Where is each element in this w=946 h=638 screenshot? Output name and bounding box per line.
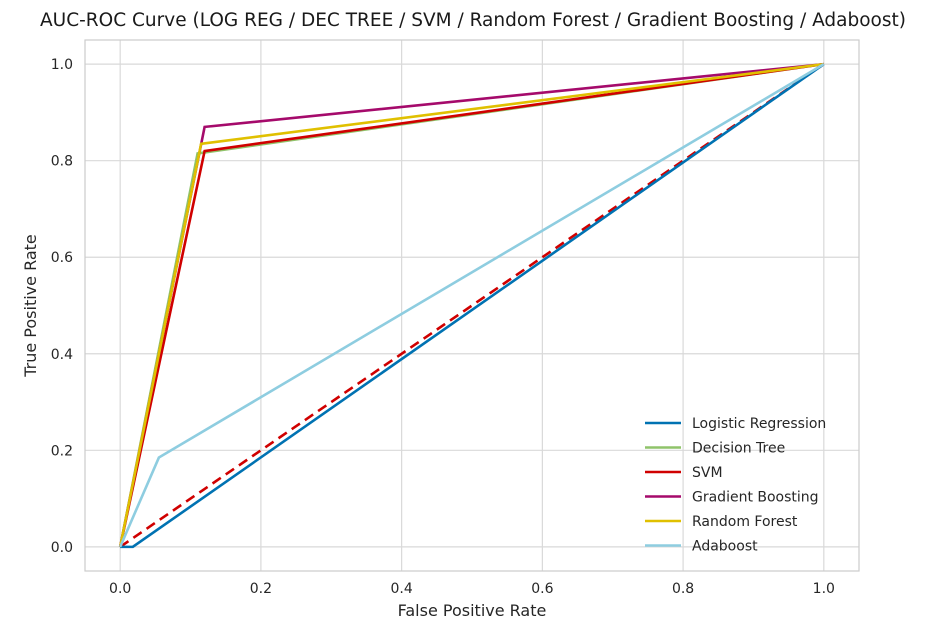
legend-entry-label: Gradient Boosting <box>692 490 819 506</box>
x-tick-label: 0.6 <box>531 581 553 597</box>
legend: Logistic Regression Decision Tree SVM Gradi… <box>645 416 826 555</box>
series-layer <box>118 62 825 549</box>
grid <box>85 40 859 571</box>
y-tick-label: 1.0 <box>51 57 73 73</box>
legend-entry-label: Adaboost <box>692 539 758 555</box>
x-tick-label: 0.4 <box>391 581 413 597</box>
y-axis-label: True Positive Rate <box>21 234 40 378</box>
y-tick-label: 0.6 <box>51 250 73 266</box>
y-tick-label: 0.8 <box>51 154 73 170</box>
y-tick-label: 0.2 <box>51 443 73 459</box>
x-tick-label: 0.0 <box>109 581 131 597</box>
tick-labels: 0.0 0.2 0.4 0.6 0.8 1.0 0.0 0.2 0.4 0.6 0.8 1.0 <box>51 57 835 597</box>
x-axis-label: False Positive Rate <box>398 601 547 620</box>
y-tick-label: 0.0 <box>51 540 73 556</box>
x-tick-label: 1.0 <box>813 581 835 597</box>
legend-entry-label: Logistic Regression <box>692 416 826 432</box>
series-line-svm <box>118 62 824 548</box>
series-line-random-forest <box>118 62 824 548</box>
x-tick-label: 0.2 <box>250 581 272 597</box>
chart-title: AUC-ROC Curve (LOG REG / DEC TREE / SVM … <box>40 10 906 31</box>
series-line-logistic-regression <box>120 63 825 549</box>
y-tick-label: 0.4 <box>51 347 73 363</box>
legend-entry-label: Random Forest <box>692 514 798 530</box>
legend-entry-label: SVM <box>692 465 723 481</box>
legend-entry-label: Decision Tree <box>692 441 785 457</box>
x-tick-label: 0.8 <box>672 581 694 597</box>
series-line-adaboost <box>118 63 825 548</box>
plot-frame <box>84 39 860 572</box>
